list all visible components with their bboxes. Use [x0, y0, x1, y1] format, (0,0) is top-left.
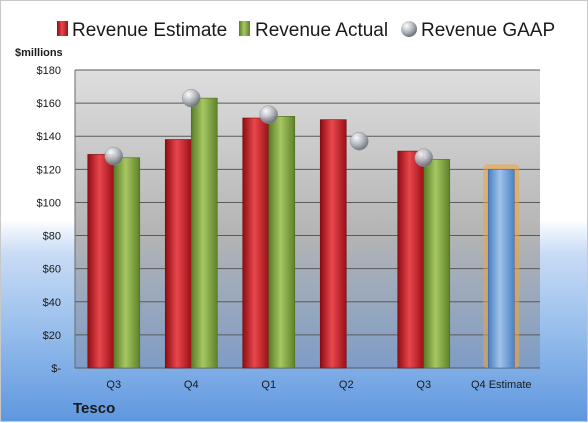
y-tick-label: $160 [37, 98, 61, 110]
legend-label-actual: Revenue Actual [255, 20, 388, 41]
legend: Revenue Estimate Revenue Actual Revenue … [57, 20, 555, 41]
y-tick-label: $120 [37, 164, 61, 176]
estimate-bar [87, 154, 115, 369]
x-axis: Q3 Q4 Q1 Q2 Q3 Q4 Estimate [106, 379, 531, 391]
x-tick-label: Q2 [339, 379, 354, 391]
y-tick-label: $140 [37, 131, 61, 143]
gaap-point [350, 131, 369, 151]
actual-bar [190, 97, 218, 369]
y-tick-label: $80 [43, 231, 61, 243]
legend-label-gaap: Revenue GAAP [421, 20, 555, 41]
x-tick-label: Q4 Estimate [471, 379, 532, 391]
y-tick-label: $60 [43, 264, 61, 276]
plot-area [75, 70, 540, 368]
y-tick-label: $180 [37, 65, 61, 77]
q4-estimate-bar [487, 169, 515, 369]
estimate-bar [397, 150, 425, 369]
company-label: Tesco [73, 400, 115, 417]
estimate-bar [242, 117, 270, 369]
legend-item-estimate: Revenue Estimate [57, 20, 227, 41]
estimate-bar [164, 139, 192, 369]
gaap-point [414, 148, 433, 167]
y-tick-label: $20 [43, 330, 61, 342]
green-square-icon [239, 21, 250, 36]
x-tick-label: Q3 [416, 379, 431, 391]
actual-bar [423, 159, 451, 369]
y-axis: $- $20 $40 $60 $80 $100 $120 $140 $160 $180 [37, 65, 76, 375]
y-tick-label: $- [51, 363, 61, 375]
gridlines [75, 69, 540, 369]
x-tick-label: Q1 [261, 379, 276, 391]
unit-label: $millions [15, 47, 63, 59]
red-square-icon [57, 21, 68, 36]
x-tick-label: Q4 [184, 379, 199, 391]
gray-circle-icon [401, 21, 417, 37]
actual-bar [268, 116, 296, 369]
estimate-bar [319, 119, 347, 369]
gaap-points [104, 88, 433, 167]
gaap-point [259, 105, 278, 124]
actual-bar [113, 157, 141, 369]
legend-item-actual: Revenue Actual [239, 20, 388, 41]
legend-item-gaap: Revenue GAAP [401, 20, 555, 41]
bars [87, 97, 520, 369]
gaap-point [104, 146, 123, 166]
y-tick-label: $40 [43, 297, 61, 309]
y-tick-label: $100 [37, 197, 61, 209]
gaap-point [182, 88, 201, 108]
legend-label-estimate: Revenue Estimate [72, 20, 227, 41]
x-tick-label: Q3 [106, 379, 121, 391]
